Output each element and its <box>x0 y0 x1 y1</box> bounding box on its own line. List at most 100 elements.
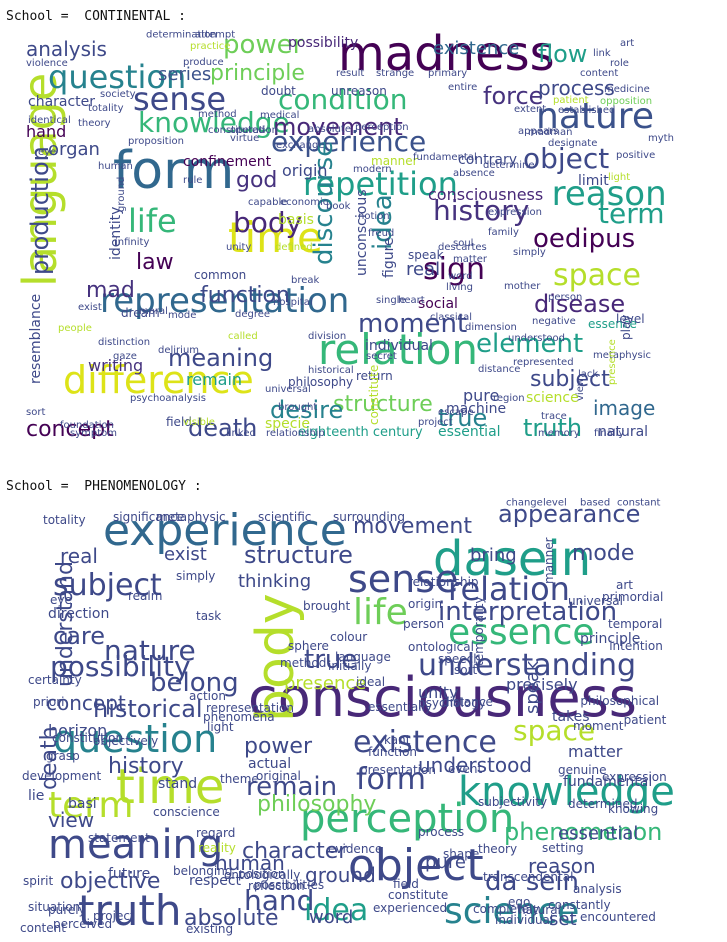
cloud-word: extent <box>514 104 546 115</box>
cloud-word: established <box>558 105 615 116</box>
cloud-word: temporality <box>472 597 486 667</box>
cloud-word: secret <box>366 351 397 362</box>
cloud-word: understanding <box>418 648 636 683</box>
cloud-word: image <box>593 396 655 420</box>
cloud-word: historical <box>308 365 354 376</box>
cloud-word: process <box>538 76 615 100</box>
cloud-word: perceived <box>53 917 112 931</box>
cloud-word: object <box>523 142 609 175</box>
cloud-word: consciousness <box>428 185 543 204</box>
cloud-word: art <box>620 38 634 49</box>
cloud-word: position <box>238 867 286 881</box>
cloud-word: ground <box>116 177 127 212</box>
cloud-word: machine <box>446 401 506 417</box>
cloud-word: idea <box>368 194 398 250</box>
panel-title-continental: School = CONTINENTAL : <box>6 9 187 24</box>
cloud-word: representation <box>100 281 349 321</box>
cloud-word: da sein <box>485 867 579 897</box>
word-cloud-phenomenology-canvas: consciousness dasein experience time object k… <box>20 498 675 937</box>
cloud-word: primordial <box>602 590 663 604</box>
cloud-word: common <box>194 268 246 282</box>
cloud-word: analysis <box>573 882 622 896</box>
cloud-word: time <box>228 213 323 262</box>
cloud-word: remain <box>246 772 337 802</box>
cloud-word: constant <box>617 498 661 509</box>
cloud-word: constitute <box>388 888 448 902</box>
cloud-word: degree <box>235 309 270 320</box>
cloud-word: pure <box>463 386 499 405</box>
cloud-word: light <box>207 720 234 734</box>
cloud-word: pure <box>425 852 466 873</box>
cloud-word: determine <box>483 160 535 171</box>
cloud-word: essential <box>438 424 501 439</box>
cloud-word: object <box>348 840 484 891</box>
cloud-word: entire <box>448 82 477 93</box>
cloud-word: certainty <box>28 673 82 687</box>
cloud-word: produce <box>183 57 224 68</box>
cloud-word: existing <box>186 922 233 936</box>
cloud-word: field <box>166 415 192 429</box>
cloud-word: break <box>291 275 320 286</box>
cloud-word: origin <box>408 597 442 611</box>
cloud-word: philosophy <box>288 375 353 389</box>
cloud-word: realm <box>128 589 162 603</box>
cloud-word: unity <box>226 242 251 253</box>
cloud-word: character <box>242 839 348 864</box>
cloud-word: mother <box>504 281 541 292</box>
cloud-word: hand <box>26 122 66 141</box>
cloud-word: result <box>336 68 364 79</box>
cloud-word: specie <box>265 416 310 432</box>
cloud-word: speak <box>522 660 543 714</box>
cloud-word: law <box>136 250 174 275</box>
cloud-word: spirit <box>23 874 53 888</box>
cloud-word: respect <box>189 873 242 889</box>
cloud-word: conscience <box>153 805 220 819</box>
cloud-word: force <box>483 82 543 110</box>
cloud-word: hand <box>244 884 314 917</box>
cloud-word: ontologically <box>224 868 300 882</box>
cloud-word: descartes <box>438 242 487 253</box>
cloud-word: meaning <box>168 344 273 372</box>
cloud-word: moment <box>573 719 624 733</box>
cloud-word: dimension <box>465 322 517 333</box>
cloud-word: basi <box>68 796 97 812</box>
cloud-word: action <box>189 689 226 703</box>
cloud-word: original <box>256 769 301 783</box>
cloud-word: change <box>506 498 543 509</box>
cloud-word: ideal <box>356 675 385 689</box>
cloud-word: perception <box>300 796 514 842</box>
cloud-word: presence <box>607 339 618 385</box>
cloud-word: single <box>376 295 406 306</box>
cloud-word: reality <box>198 841 236 855</box>
cloud-word: genuine <box>558 763 607 777</box>
cloud-word: gaze <box>113 351 137 362</box>
cloud-word: natural <box>598 424 648 439</box>
cloud-word: set <box>549 909 577 930</box>
cloud-word: region <box>493 393 525 404</box>
cloud-word: social <box>418 296 458 312</box>
cloud-word: essence <box>448 612 595 653</box>
cloud-word: psychology <box>418 696 486 710</box>
cloud-word: relationship <box>266 428 325 439</box>
cloud-word: possibility <box>288 35 358 51</box>
cloud-word: brought <box>303 599 350 613</box>
cloud-word: word <box>309 907 353 928</box>
cloud-word: appearance <box>498 500 640 528</box>
cloud-word: opposition <box>600 96 652 107</box>
word-cloud-continental-canvas: madness form language difference representat… <box>13 29 674 439</box>
cloud-word: light <box>608 172 630 183</box>
cloud-word: function <box>368 745 417 759</box>
cloud-word: event <box>448 762 482 776</box>
cloud-word: form <box>356 762 426 797</box>
cloud-word: language <box>335 650 391 664</box>
cloud-word: constantly <box>548 898 611 912</box>
cloud-word: level <box>543 498 567 509</box>
cloud-word: appears <box>518 126 558 137</box>
cloud-word: field <box>393 877 419 891</box>
cloud-word: individual <box>365 338 433 354</box>
cloud-word: linked <box>226 428 256 439</box>
cloud-word: medical <box>260 110 299 121</box>
cloud-word: freud <box>368 228 394 239</box>
cloud-word: exchange <box>276 140 325 151</box>
cloud-word: sense <box>348 557 458 601</box>
